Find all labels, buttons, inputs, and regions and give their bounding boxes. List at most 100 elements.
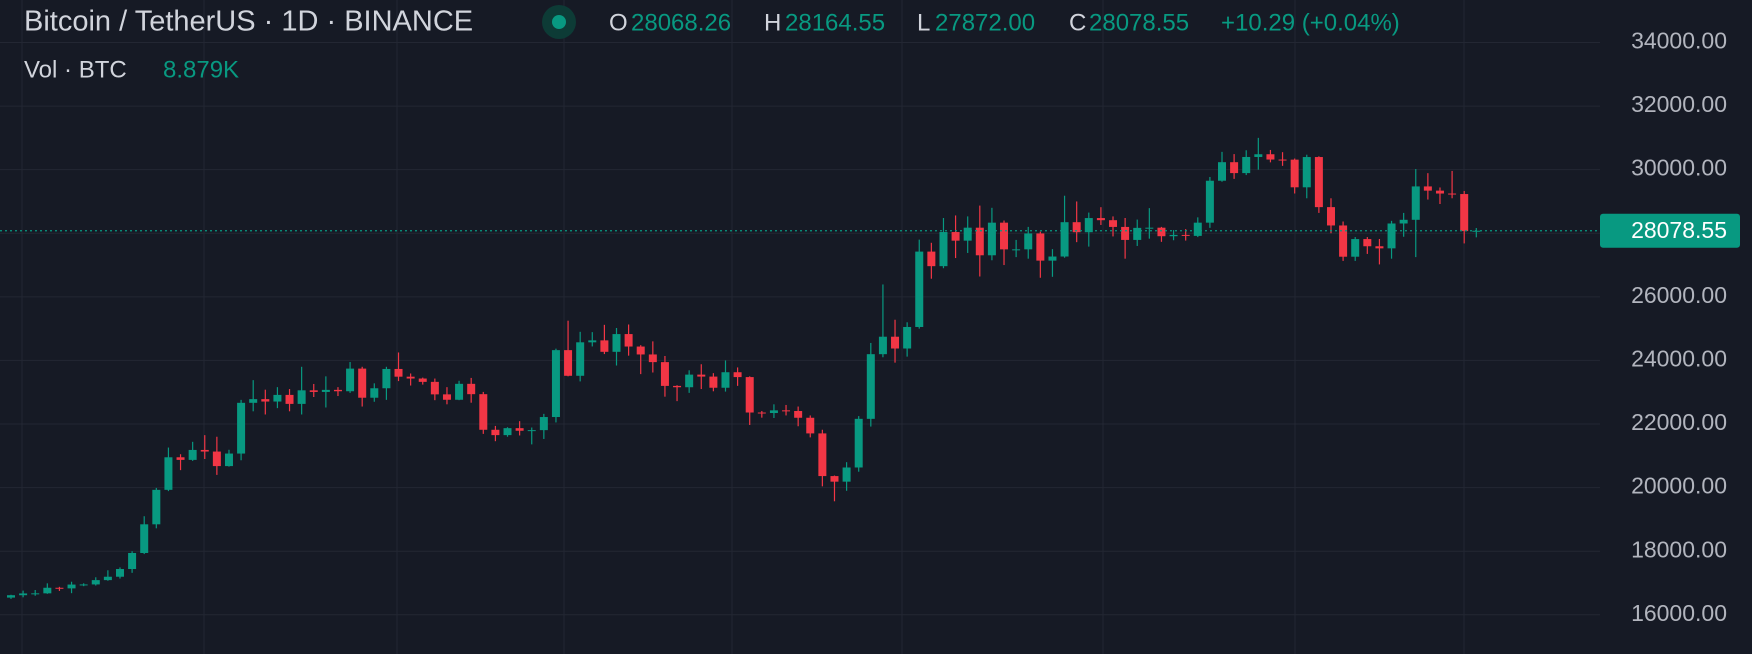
candle-body [866,354,875,419]
candle-body [1242,156,1251,174]
candle-body [1363,239,1372,247]
candle-body [769,410,778,414]
candle-body [830,476,839,482]
candle-body [600,340,609,352]
last-price-label: 28078.55 [1631,217,1727,243]
candle-body [951,232,960,241]
candle-body [697,374,706,377]
candle-body [1121,226,1130,240]
candle-body [1133,227,1142,240]
candle-body [321,389,330,392]
candle-body [273,394,282,402]
candle-body [176,457,185,460]
candle-body [1266,154,1275,160]
candle-body [745,377,754,413]
y-tick-label: 22000.00 [1631,409,1727,435]
volume-label: Vol · BTC [24,56,127,83]
candle-body [564,350,573,376]
candle-body [1230,162,1239,174]
last-price-tag [1600,213,1740,248]
price-grid [0,41,1600,616]
price-axis: 16000.00 18000.00 20000.00 22000.00 24000.00… [1600,28,1740,626]
candle-body [1326,207,1335,226]
candle-body [79,584,88,586]
candle-body [636,346,645,355]
y-tick-label: 20000.00 [1631,473,1727,499]
candle-body [285,394,294,404]
candle-body [1000,222,1009,250]
candle-body [903,326,912,349]
candle-body [612,334,621,352]
candle-body [67,584,76,589]
candle-body [212,451,221,467]
symbol-title: Bitcoin / TetherUS · 1D · BINANCE [24,6,473,38]
candle-body [733,372,742,378]
candle-body [237,402,246,454]
candle-body [503,428,512,436]
candle-body [188,449,197,460]
candle-body [346,368,355,392]
candle-body [987,222,996,256]
low-value: 27872.00 [935,9,1035,36]
time-grid [21,0,1465,654]
candle-body [152,489,161,525]
candle-body [249,399,258,403]
candle-body [140,524,149,553]
candle-body [1351,239,1360,257]
candle-body [1254,154,1263,157]
candle-body [794,410,803,418]
candle-body [854,418,863,468]
candle-body [1145,227,1154,229]
candle-body [891,336,900,349]
candle-body [878,336,887,355]
close-label: C [1069,9,1086,36]
candle-body [527,430,536,432]
candle-body [1193,222,1202,236]
candle-body [515,428,524,431]
candle-body [43,587,52,594]
candle-body [1109,220,1118,227]
candle-body [1375,246,1384,249]
candle-body [115,569,124,577]
candle-body [721,372,730,388]
candle-body [685,374,694,388]
candle-body [7,595,15,598]
candle-body [224,453,233,467]
change-value: +10.29 (+0.04%) [1221,9,1400,36]
candle-body [358,368,367,398]
candle-body [394,368,403,377]
candle-body [1339,225,1348,257]
candle-body [309,390,318,392]
candles [0,137,1600,599]
candle-body [1060,222,1069,257]
candle-body [1314,157,1323,208]
candle-body [842,467,851,482]
candle-body [1072,222,1081,233]
candle-body [442,394,451,400]
candle-body [673,385,682,388]
candle-body [1411,186,1420,220]
candle-body [1024,233,1033,250]
candle-body [915,251,924,327]
candle-body [539,417,548,431]
candle-body [588,340,597,343]
candle-body [624,334,633,347]
candle-body [806,417,815,434]
candle-body [200,449,209,452]
candle-body [576,342,585,376]
candle-body [1181,234,1190,236]
open-value: 28068.26 [631,9,731,36]
candle-body [975,227,984,256]
candle-body [757,412,766,414]
candle-body [1290,159,1299,188]
candle-body [1460,194,1469,232]
candle-body [261,399,270,402]
open-label: O [609,9,628,36]
candle-body [1399,219,1408,224]
candle-body [1048,256,1057,261]
candle-body [1012,249,1021,251]
y-tick-label: 32000.00 [1631,91,1727,117]
high-label: H [764,9,781,36]
close-value: 28078.55 [1089,9,1189,36]
